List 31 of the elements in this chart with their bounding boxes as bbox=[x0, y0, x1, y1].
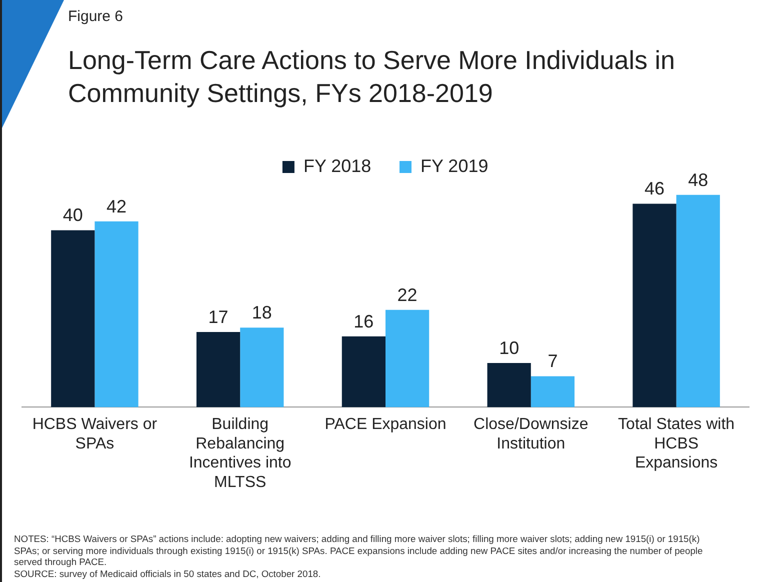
data-label: 18 bbox=[252, 302, 272, 323]
bar bbox=[196, 332, 240, 408]
data-label: 22 bbox=[397, 284, 418, 305]
data-label: 17 bbox=[208, 306, 228, 327]
data-label: 7 bbox=[548, 351, 558, 372]
bar bbox=[676, 194, 720, 408]
bar bbox=[487, 362, 531, 408]
source-note: SOURCE: survey of Medicaid officials in 50 states and DC, October 2018. bbox=[14, 568, 322, 579]
data-label: 10 bbox=[499, 338, 520, 358]
bar bbox=[94, 221, 138, 408]
data-label: 48 bbox=[688, 170, 708, 190]
x-tick-label: HCBS Waivers or SPAs bbox=[32, 416, 158, 452]
x-tick-label: Building Rebalancing Incentives into MLTSS bbox=[188, 416, 292, 491]
data-label: 40 bbox=[62, 205, 83, 226]
x-tick-label: PACE Expansion bbox=[324, 416, 446, 434]
legend-label: FY 2018 bbox=[303, 156, 372, 176]
x-tick-label: Total States with HCBS Expansions bbox=[618, 416, 735, 472]
x-tick-label: Close/Downsize Institution bbox=[474, 416, 588, 452]
chart-title: Long-Term Care Actions to Serve More Individuals in Community Settings, FYs 2018-2019 bbox=[68, 44, 676, 110]
data-label: 42 bbox=[106, 196, 127, 216]
bar bbox=[632, 204, 676, 408]
bar bbox=[342, 336, 386, 408]
bar bbox=[530, 376, 575, 408]
legend-label: FY 2019 bbox=[420, 156, 488, 176]
bar bbox=[51, 230, 95, 408]
data-label: 16 bbox=[354, 311, 374, 332]
chart-subtitle: Figure 6 bbox=[68, 8, 124, 25]
text: NOTES: “HCBS Waivers or SPAs” actions include: adopting new waivers; adding and filling more waiver slots; filling more waiver slots; adding new 1915(i) or 1915(k) SPAs; or serving more individuals through existing 1915(i) or 1915(k) SPAs. PACE expansions include adding new PACE sites and/or increasing the number of people served through PACE. bbox=[14, 533, 704, 568]
bar bbox=[386, 310, 430, 408]
bar bbox=[240, 328, 284, 408]
data-label: 46 bbox=[644, 178, 665, 199]
